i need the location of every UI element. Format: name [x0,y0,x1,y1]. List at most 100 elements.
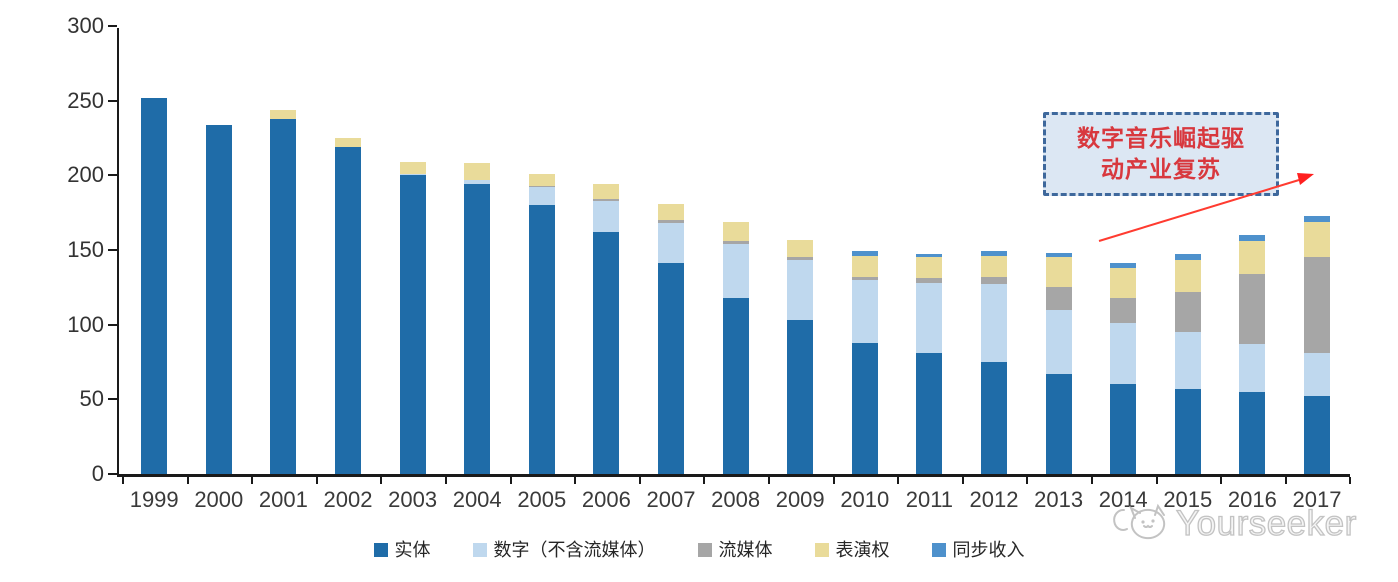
x-axis-tick [1026,477,1029,484]
x-tick-label: 2007 [646,487,696,512]
x-axis-tick [832,477,835,484]
bar-segment-digital-excl-streaming [1304,353,1330,397]
legend-item-streaming: 流媒体 [697,540,773,560]
legend-swatch-physical [373,543,388,557]
legend-swatch-digital-excl-streaming [472,543,487,557]
x-axis-tick [121,477,124,484]
legend-label-streaming: 流媒体 [718,540,773,560]
bar-segment-performance-rights [528,173,555,186]
x-axis-tick [1349,477,1352,484]
y-tick-label: 0 [91,461,104,486]
bar-segment-sync-revenue [916,254,943,258]
bar-segment-physical [722,297,749,474]
x-axis-tick [1220,477,1223,484]
bar-segment-performance-rights [1174,260,1201,292]
bar-segment-performance-rights [851,255,878,277]
bar-segment-digital-excl-streaming [787,260,814,321]
bar-segment-performance-rights [1110,267,1137,298]
bar-segment-streaming [593,199,620,201]
legend-label-physical: 实体 [394,540,431,560]
y-axis [117,28,119,476]
bar-segment-digital-excl-streaming [722,244,749,298]
bar-segment-physical [528,205,555,474]
watermark: Yourseeker [1108,496,1398,552]
y-axis-tick [108,174,117,177]
legend-swatch-performance-rights [814,543,829,557]
x-axis-tick [897,477,900,484]
x-tick-label: 2003 [388,487,438,512]
bar-segment-streaming [981,276,1007,285]
bar-segment-physical [270,118,297,474]
legend-item-sync-revenue: 同步收入 [931,540,1025,560]
y-axis-tick [108,249,117,251]
bar-segment-physical [464,184,491,474]
bar-segment-performance-rights [1045,257,1072,288]
bar-segment-digital-excl-streaming [916,282,943,354]
bar-segment-physical [787,320,814,474]
x-axis-tick [1090,477,1093,484]
bar-segment-digital-excl-streaming [399,173,426,176]
bar-segment-streaming [528,185,555,188]
bar-segment-digital-excl-streaming [1110,323,1137,385]
y-axis-tick [108,99,117,102]
legend-label-sync-revenue: 同步收入 [952,540,1025,560]
legend: 实体 数字（不含流媒体） 流媒体 表演权 同步收入 [0,540,1398,560]
bar-segment-physical [1110,384,1137,474]
x-axis-tick [444,477,447,484]
annotation-text-line1: 数字音乐崛起驱 [1077,125,1245,151]
y-tick-label: 100 [67,311,104,337]
bar-segment-physical [1304,396,1330,474]
annotation-callout: 数字音乐崛起驱 动产业复苏 [1043,112,1279,196]
y-axis-tick [108,323,117,326]
x-tick-label: 2009 [775,487,825,512]
x-axis-tick [186,477,189,484]
bar-segment-streaming [1045,287,1072,310]
legend-label-digital-excl-streaming: 数字（不含流媒体） [493,540,656,560]
bar-segment-digital-excl-streaming [851,279,878,343]
bar-segment-digital-excl-streaming [528,187,555,206]
x-tick-label: 2013 [1034,487,1084,512]
legend-swatch-sync-revenue [931,543,946,557]
x-tick-label: 2008 [711,487,761,512]
x-tick-label: 2016 [1227,487,1277,512]
bar-segment-streaming [787,257,814,261]
x-axis-tick [251,477,254,484]
y-tick-label: 50 [79,386,104,412]
bar-segment-digital-excl-streaming [1174,332,1201,389]
bar-segment-digital-excl-streaming [1045,309,1072,374]
x-tick-label: 2005 [517,487,567,512]
bar-segment-sync-revenue [1174,254,1201,261]
x-tick-label: 2001 [258,487,308,512]
bar-segment-performance-rights [1304,221,1330,258]
bar-segment-sync-revenue [1045,252,1072,258]
bar-segment-performance-rights [1239,241,1266,274]
bar-segment-physical [851,342,878,474]
x-axis-tick [380,477,383,484]
bar-segment-streaming [722,241,749,245]
bar-segment-digital-excl-streaming [1239,344,1266,392]
bar-segment-performance-rights [593,184,620,200]
bar-segment-streaming [851,276,878,280]
x-tick-label: 2002 [323,487,373,512]
legend-item-performance-rights: 表演权 [814,540,890,560]
bar-segment-physical [335,146,361,474]
bar-segment-digital-excl-streaming [981,284,1007,362]
bar-segment-streaming [1110,297,1137,324]
y-tick-label: 300 [67,13,104,38]
bar-segment-streaming [1239,273,1266,345]
bar-segment-performance-rights [722,221,749,242]
x-tick-label: 2004 [452,487,502,512]
x-axis-tick [767,477,770,484]
x-axis [117,474,1350,477]
bar-segment-physical [981,362,1007,474]
x-axis-tick [509,477,512,484]
bar-segment-streaming [658,220,684,224]
bar-segment-physical [141,97,168,474]
bar-segment-performance-rights [658,203,684,221]
y-axis-tick [108,398,117,401]
bar-segment-performance-rights [335,138,361,147]
y-tick-label: 200 [67,162,104,188]
x-axis-tick [1155,477,1158,484]
